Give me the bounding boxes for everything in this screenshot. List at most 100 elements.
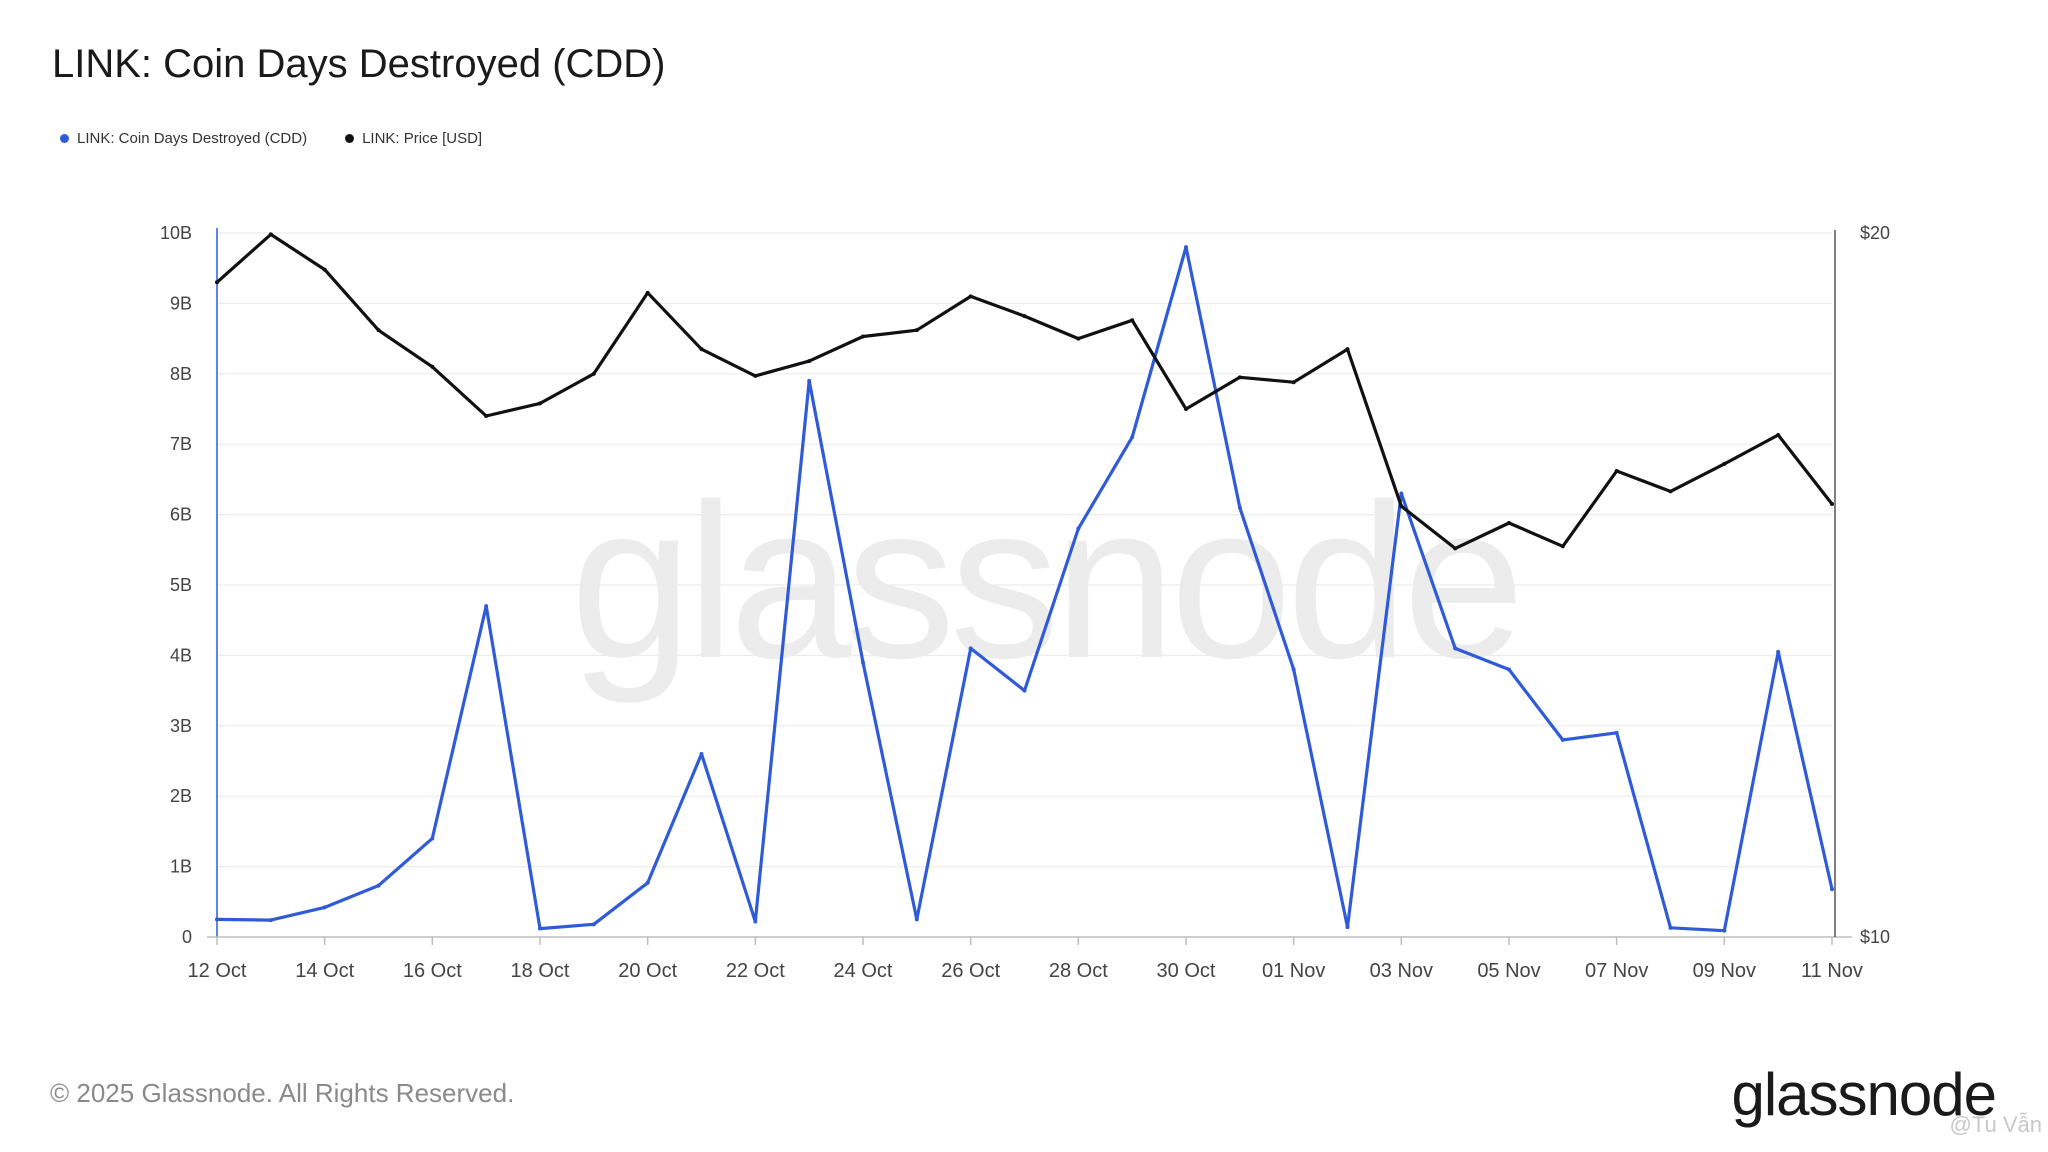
x-tick-label: 01 Nov — [1262, 960, 1325, 982]
y-tick-label-left: 6B — [170, 505, 192, 525]
x-tick-label: 07 Nov — [1585, 960, 1648, 982]
x-tick-label: 22 Oct — [726, 960, 785, 982]
price-points — [215, 232, 1834, 551]
price-point — [538, 401, 542, 406]
legend-item-price[interactable]: LINK: Price [USD] — [345, 130, 482, 147]
legend-label-price: LINK: Price [USD] — [362, 130, 483, 147]
cdd-point — [1130, 435, 1135, 440]
price-point — [484, 414, 489, 419]
y-tick-label-left: 5B — [170, 575, 192, 595]
cdd-point — [591, 922, 596, 927]
cdd-points — [215, 245, 1834, 933]
price-point — [215, 280, 219, 285]
cdd-point — [1076, 526, 1081, 531]
y-tick-label-right: $10 — [1860, 927, 1890, 947]
cdd-point — [268, 918, 273, 923]
price-point — [1022, 314, 1027, 319]
price-point — [1184, 407, 1188, 411]
price-point — [1076, 336, 1081, 341]
price-point — [1614, 468, 1619, 473]
cdd-point — [1184, 245, 1188, 250]
x-tick-label: 09 Nov — [1693, 960, 1756, 982]
page-title: LINK: Coin Days Destroyed (CDD) — [52, 42, 666, 86]
y-tick-label-left: 4B — [170, 645, 192, 665]
price-point — [591, 371, 596, 376]
cdd-point — [1722, 928, 1727, 933]
cdd-point — [1399, 491, 1404, 496]
cdd-point — [968, 646, 973, 651]
price-point — [1560, 544, 1565, 549]
x-tick-label: 18 Oct — [511, 960, 570, 982]
price-point — [645, 290, 650, 295]
price-series-line — [215, 232, 1834, 551]
cdd-point — [484, 604, 489, 609]
price-point — [914, 328, 919, 333]
cdd-point — [430, 836, 435, 841]
price-point — [430, 364, 435, 369]
x-tick-label: 20 Oct — [618, 960, 677, 982]
x-tick-label: 11 Nov — [1801, 960, 1863, 982]
cdd-point — [1345, 925, 1350, 930]
cdd-point — [1830, 887, 1834, 892]
cdd-point — [861, 660, 865, 665]
cdd-point — [914, 917, 919, 922]
y-tick-label-left: 0 — [182, 927, 192, 947]
copyright-footer: © 2025 Glassnode. All Rights Reserved. — [50, 1078, 515, 1108]
cdd-point — [1614, 730, 1619, 735]
price-point — [861, 334, 865, 339]
cdd-point — [1668, 925, 1673, 930]
x-tick-label: 12 Oct — [188, 960, 247, 982]
cdd-series-line — [215, 245, 1834, 933]
cdd-point — [215, 917, 219, 922]
x-tick-label: 28 Oct — [1049, 960, 1108, 982]
y-tick-label-left: 9B — [170, 293, 192, 313]
cdd-point — [753, 919, 758, 924]
price-point — [268, 232, 273, 237]
x-tick-label: 03 Nov — [1370, 960, 1433, 982]
price-point — [376, 328, 381, 333]
price-point — [1345, 347, 1350, 352]
black-dot-icon — [345, 134, 355, 143]
price-point — [1776, 433, 1781, 438]
y-tick-label-right: $20 — [1860, 223, 1890, 243]
y-tick-label-left: 1B — [170, 857, 192, 877]
cdd-point — [1507, 667, 1511, 672]
price-point — [1668, 489, 1673, 494]
price-point — [1291, 380, 1296, 385]
y-tick-label-left: 2B — [170, 786, 192, 806]
legend-item-cdd[interactable]: LINK: Coin Days Destroyed (CDD) — [60, 130, 307, 147]
price-point — [753, 373, 758, 378]
y-tick-label-left: 7B — [170, 434, 192, 454]
cdd-point — [1776, 649, 1781, 654]
cdd-point — [376, 883, 381, 888]
price-point — [1130, 318, 1135, 323]
x-tick-label: 30 Oct — [1157, 960, 1216, 982]
cdd-point — [1560, 737, 1565, 742]
price-point — [1237, 375, 1242, 380]
cdd-point — [1453, 646, 1458, 651]
y-tick-label-left: 8B — [170, 364, 192, 384]
price-point — [1453, 546, 1458, 551]
x-tick-label: 14 Oct — [295, 960, 354, 982]
cdd-point — [699, 751, 704, 756]
price-point — [968, 294, 973, 299]
corner-watermark: @Tu Vẫn — [1949, 1112, 2042, 1137]
y-tick-label-left: 3B — [170, 716, 192, 736]
price-point — [1722, 461, 1727, 466]
price-point — [807, 359, 812, 364]
x-tick-label: 05 Nov — [1477, 960, 1540, 982]
brand-logo: glassnode — [1731, 1061, 1997, 1128]
price-point — [699, 347, 704, 352]
y-tick-label-left: 10B — [160, 223, 192, 243]
cdd-point — [1022, 688, 1027, 693]
price-point — [1507, 521, 1511, 526]
cdd-point — [1237, 505, 1242, 510]
cdd-point — [807, 378, 812, 383]
price-point — [322, 267, 327, 272]
price-point — [1830, 502, 1834, 507]
cdd-point — [1291, 667, 1296, 672]
chart-legend: LINK: Coin Days Destroyed (CDD) LINK: Pr… — [60, 130, 482, 147]
legend-label-cdd: LINK: Coin Days Destroyed (CDD) — [77, 130, 308, 147]
cdd-point — [538, 926, 542, 931]
